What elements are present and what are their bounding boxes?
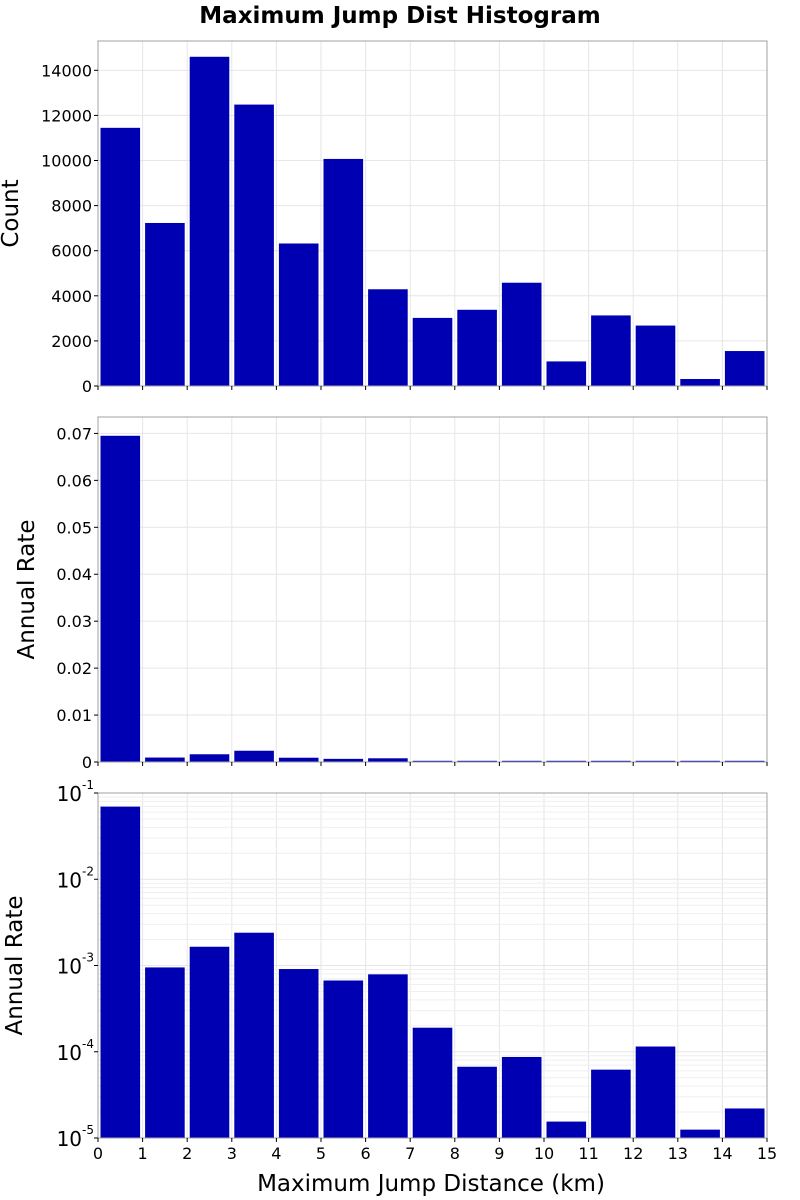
bar: [412, 1027, 453, 1138]
bar: [234, 932, 274, 1138]
panel-border: [97, 40, 768, 387]
x-tick-label: 13: [668, 1144, 688, 1163]
bar: [234, 750, 274, 762]
bar: [100, 127, 141, 387]
y-tick-label: 0.05: [56, 518, 92, 537]
bar: [680, 379, 720, 386]
chart-title: Maximum Jump Dist Histogram: [199, 3, 600, 29]
bar: [234, 104, 274, 387]
y-tick-label: 8000: [51, 197, 92, 216]
bar: [412, 317, 453, 386]
x-tick-label: 1: [138, 1144, 148, 1163]
bar: [635, 325, 676, 386]
bar: [278, 969, 319, 1138]
x-tick-label: 6: [361, 1144, 371, 1163]
bar: [189, 946, 230, 1138]
bar: [323, 758, 364, 762]
bar: [368, 289, 408, 386]
y-tick-label: 0.02: [56, 659, 92, 678]
bar: [412, 760, 453, 762]
bar: [457, 309, 497, 386]
x-tick-label: 3: [227, 1144, 237, 1163]
y-tick-label: 2000: [51, 332, 92, 351]
bar: [724, 1108, 765, 1138]
bar: [591, 315, 631, 386]
y-tick-label: 0.04: [56, 565, 92, 584]
bar: [501, 760, 542, 762]
y-tick-label: 0.06: [56, 471, 92, 490]
bar: [724, 760, 765, 762]
bar: [368, 974, 408, 1138]
panel-2: 0 0.01 0.02 0.03 0.04 0.05 0.06 0.07 Annual Rate: [14, 416, 768, 772]
x-tick-label: 2: [182, 1144, 192, 1163]
x-tick-label: 11: [578, 1144, 598, 1163]
bar: [680, 1129, 720, 1138]
bar: [145, 757, 185, 762]
y-tick-label: 10-2: [57, 864, 94, 892]
bar: [591, 760, 631, 762]
y-tick-label: 14000: [41, 61, 92, 80]
panel-border: [97, 416, 768, 763]
bar: [501, 1056, 542, 1138]
y-tick-label: 10-1: [57, 778, 94, 806]
bar: [323, 980, 364, 1138]
y-tick-label: 10-3: [57, 951, 94, 979]
x-tick-label: 9: [494, 1144, 504, 1163]
y-tick-label: 10000: [41, 152, 92, 171]
bar: [724, 351, 765, 386]
bar: [635, 1046, 676, 1138]
y-axis-title: Annual Rate: [2, 896, 28, 1036]
y-tick-label: 10-5: [57, 1123, 94, 1151]
x-tick-label: 7: [405, 1144, 415, 1163]
bar: [145, 967, 185, 1138]
y-tick-label: 0: [82, 753, 92, 772]
bar: [680, 760, 720, 762]
bar: [368, 758, 408, 762]
bar: [501, 282, 542, 386]
y-tick-label: 0.07: [56, 424, 92, 443]
bar: [591, 1069, 631, 1138]
x-tick-label: 12: [623, 1144, 643, 1163]
bar: [546, 760, 587, 762]
bar: [457, 1066, 497, 1138]
bar: [546, 361, 587, 386]
y-tick-label: 0.01: [56, 706, 92, 725]
y-tick-label: 0: [82, 377, 92, 396]
x-tick-label: 14: [712, 1144, 732, 1163]
y-axis-title: Annual Rate: [14, 520, 40, 660]
x-tick-label: 4: [271, 1144, 281, 1163]
x-axis-title: Maximum Jump Distance (km): [257, 1171, 605, 1197]
x-tick-label: 5: [316, 1144, 326, 1163]
y-tick-label: 4000: [51, 287, 92, 306]
bar: [145, 222, 185, 386]
x-tick-label: 0: [93, 1144, 103, 1163]
bar: [278, 243, 319, 386]
bar: [278, 757, 319, 762]
x-tick-label: 10: [534, 1144, 554, 1163]
bar: [323, 158, 364, 386]
bar: [457, 760, 497, 762]
bar: [189, 56, 230, 387]
bar: [635, 760, 676, 762]
x-tick-label: 8: [450, 1144, 460, 1163]
bar: [100, 806, 141, 1138]
y-axis-title: Count: [0, 179, 24, 247]
panel-1: 0 2000 4000 6000 8000 10000 12000 14000 Count: [0, 40, 768, 396]
bar: [100, 435, 141, 762]
y-tick-label: 6000: [51, 242, 92, 261]
bar: [189, 754, 230, 762]
y-tick-label: 0.03: [56, 612, 92, 631]
bar: [546, 1121, 587, 1138]
y-tick-label: 10-4: [57, 1037, 94, 1065]
y-tick-label: 12000: [41, 106, 92, 125]
panels-layer: 0 2000 4000 6000 8000 10000 12000 14000 Count 0 0.…: [0, 40, 777, 1163]
panel-3: 10-510-410-310-210-10 1 2 3 4 5 6 7 8 9 10 11 12 13 14…: [2, 778, 777, 1163]
x-tick-label: 15: [757, 1144, 777, 1163]
